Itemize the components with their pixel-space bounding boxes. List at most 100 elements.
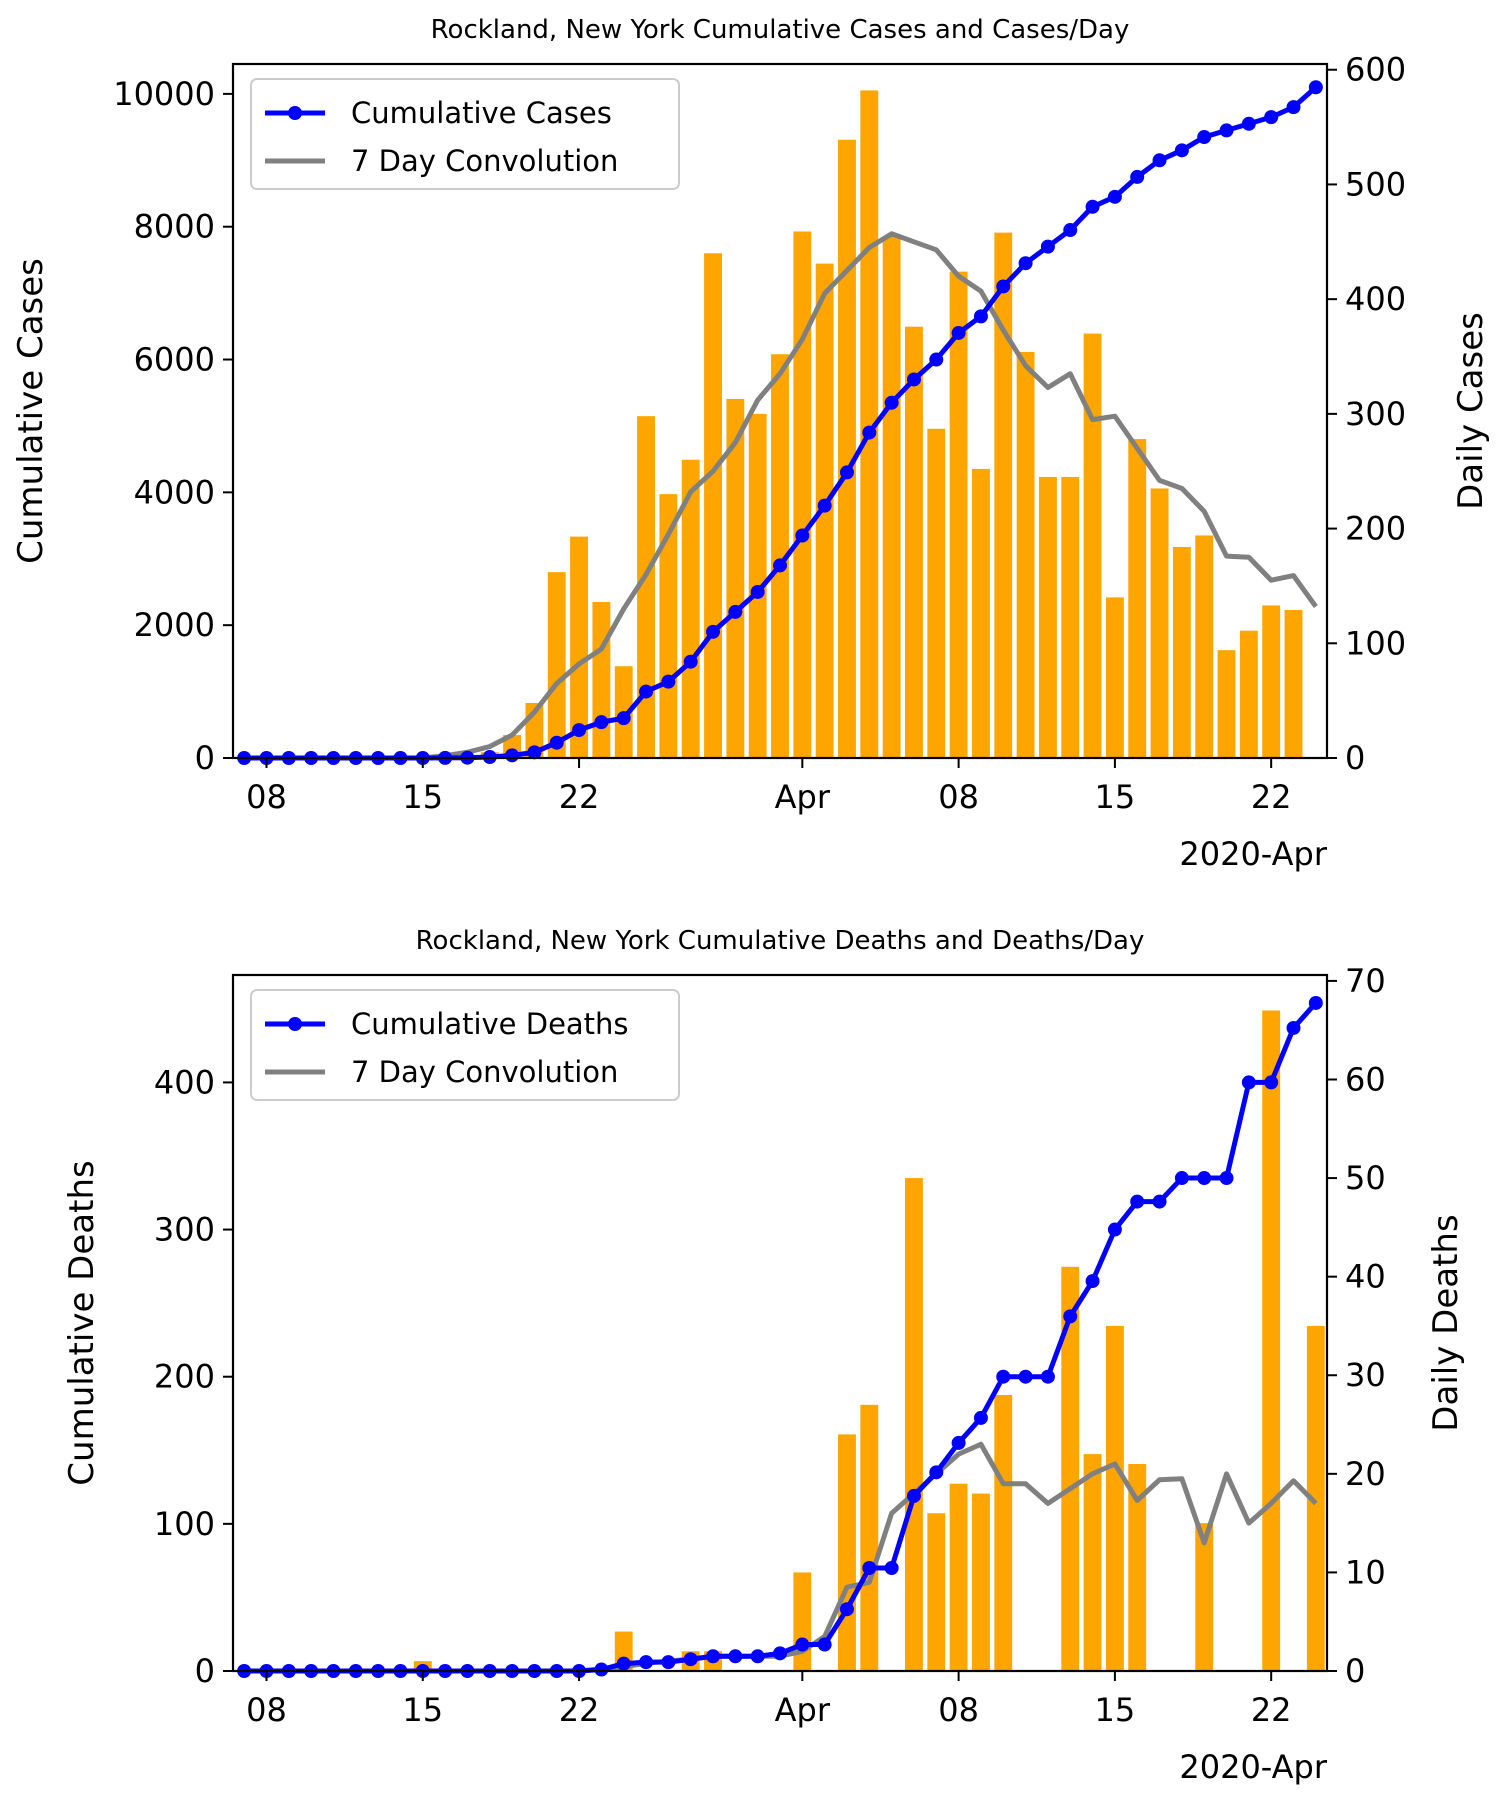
cumulative-point (1219, 123, 1234, 138)
y-right-tick-label: 600 (1345, 51, 1406, 89)
cumulative-point (1197, 1171, 1212, 1186)
cumulative-point (505, 748, 520, 763)
cumulative-point (706, 1649, 721, 1664)
y-right-tick-label: 50 (1345, 1159, 1386, 1197)
cumulative-point (639, 1655, 654, 1670)
y-right-tick-label: 10 (1345, 1553, 1386, 1591)
bar (905, 1178, 923, 1671)
daily-bars (458, 90, 1303, 759)
bar (838, 139, 856, 758)
x-tick-label: 08 (938, 1691, 979, 1729)
bar (793, 231, 812, 759)
legend: Cumulative Cases 7 Day Convolution (250, 78, 680, 190)
bar (1128, 439, 1147, 758)
cumulative-point (750, 1649, 765, 1664)
y-right-tick-label: 200 (1345, 510, 1406, 548)
cumulative-point (1152, 1194, 1167, 1209)
y-right-tick-label: 70 (1345, 962, 1386, 1000)
y-right-tick-label: 0 (1345, 1652, 1365, 1690)
legend-box (250, 78, 680, 190)
y-left-tick-label: 8000 (134, 208, 215, 246)
cumulative-point (1174, 143, 1189, 158)
cumulative-point (1308, 995, 1323, 1010)
bar (949, 271, 968, 758)
bar (1128, 1463, 1147, 1671)
cumulative-point (616, 711, 631, 726)
bar (1284, 610, 1303, 758)
bar (994, 232, 1013, 759)
chart-panel-1: Rockland, New York Cumulative Cases and … (11, 15, 1491, 873)
cumulative-point (951, 325, 966, 340)
y-left-tick-label: 10000 (113, 75, 215, 113)
cumulative-point (1063, 1309, 1078, 1324)
cumulative-point (706, 624, 721, 639)
cumulative-point (1040, 1369, 1055, 1384)
cumulative-point (1018, 256, 1033, 271)
y-right-tick-label: 400 (1345, 280, 1406, 318)
bar (972, 1493, 990, 1671)
cumulative-point (527, 745, 542, 760)
cumulative-point (549, 735, 564, 750)
legend-label-cumulative: Cumulative Cases (351, 96, 612, 130)
cumulative-point (1130, 1194, 1145, 1209)
y-right-axis-label: Daily Cases (1451, 312, 1491, 510)
x-offset-label: 2020-Apr (1179, 1748, 1327, 1786)
cumulative-point (862, 1560, 877, 1575)
cumulative-point (1219, 1171, 1234, 1186)
legend-marker-cumulative (288, 1017, 302, 1031)
x-tick-label: 22 (1251, 1691, 1292, 1729)
cumulative-point (616, 1656, 631, 1671)
bar (1217, 650, 1236, 758)
bar (838, 1434, 856, 1671)
bar (860, 1404, 879, 1671)
cumulative-point (1063, 223, 1078, 238)
legend-label-convolution: 7 Day Convolution (351, 1055, 618, 1089)
y-right-tick-label: 30 (1345, 1356, 1386, 1394)
bar (793, 1572, 812, 1671)
y-left-tick-label: 0 (195, 739, 215, 777)
cumulative-point (862, 425, 877, 440)
cumulative-point (572, 723, 587, 738)
cumulative-point (884, 395, 899, 410)
x-tick-label: 15 (402, 778, 443, 816)
bar (860, 90, 879, 758)
cumulative-point (1197, 130, 1212, 145)
x-tick-label: 22 (559, 1691, 600, 1729)
bar (1061, 1266, 1080, 1671)
x-tick-label: Apr (775, 778, 831, 816)
cumulative-point (1085, 1274, 1100, 1289)
cumulative-point (884, 1560, 899, 1575)
y-left-axis-label: Cumulative Cases (11, 258, 51, 564)
bar (570, 536, 588, 758)
x-tick-label: 15 (1095, 778, 1136, 816)
bar (659, 494, 678, 758)
y-left-tick-label: 4000 (134, 473, 215, 511)
y-left-tick-label: 200 (154, 1358, 215, 1396)
plot-frame (231, 62, 1329, 760)
cumulative-point (906, 1488, 921, 1503)
legend-label-convolution: 7 Day Convolution (351, 144, 618, 178)
cumulative-point (1241, 116, 1256, 131)
cumulative-point (1107, 1222, 1122, 1237)
bar (1239, 630, 1258, 758)
bar (927, 428, 946, 758)
bar (771, 354, 789, 758)
cumulative-point (817, 498, 832, 513)
bar (882, 236, 901, 759)
bar (1061, 476, 1080, 758)
x-offset-label: 2020-Apr (1179, 835, 1327, 873)
cumulative-point (1040, 239, 1055, 254)
x-tick-label: 22 (1251, 778, 1292, 816)
cumulative-point (929, 1465, 944, 1480)
y-left-tick-label: 100 (154, 1505, 215, 1543)
bar (1262, 1010, 1281, 1671)
cumulative-point (839, 1602, 854, 1617)
cumulative-point (795, 1637, 810, 1652)
bar (1038, 476, 1057, 758)
bar (637, 416, 655, 758)
cumulative-point (594, 715, 609, 730)
cumulative-point (1085, 199, 1100, 214)
y-right-tick-label: 300 (1345, 395, 1406, 433)
y-left-tick-label: 300 (154, 1211, 215, 1249)
x-tick-label: 22 (559, 778, 600, 816)
